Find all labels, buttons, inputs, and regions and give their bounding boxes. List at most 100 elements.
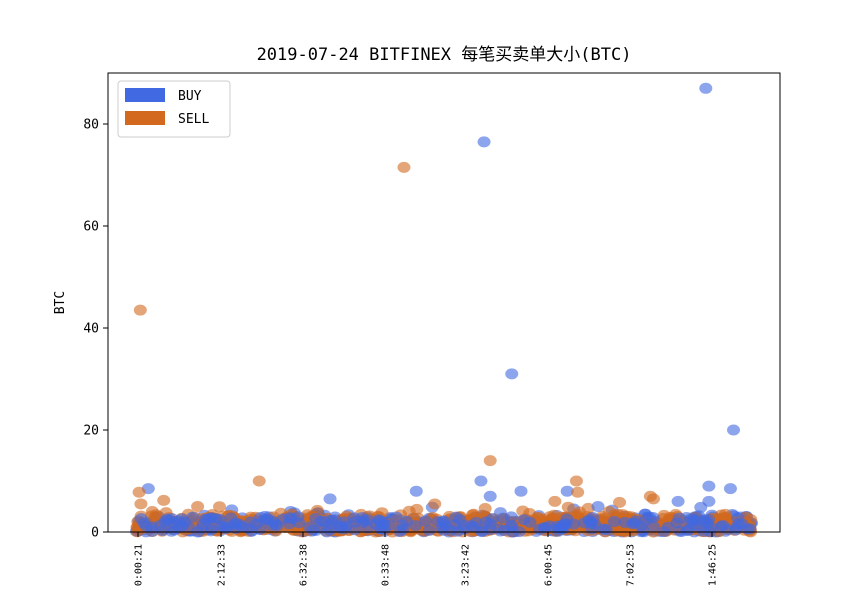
data-point-buy	[607, 515, 621, 527]
data-point-buy	[542, 520, 556, 532]
data-point-buy	[323, 493, 337, 505]
data-point-buy	[585, 523, 599, 535]
data-point-sell	[516, 505, 530, 517]
data-point-buy	[145, 525, 159, 537]
data-point-buy	[372, 514, 386, 526]
data-point-sell	[483, 455, 497, 467]
data-point-sell	[132, 486, 146, 498]
data-point-buy	[291, 511, 305, 523]
data-point-buy	[699, 82, 713, 94]
data-point-sell	[613, 496, 627, 508]
data-point-buy	[705, 522, 719, 534]
data-point-sell	[646, 493, 660, 505]
x-tick-label: 2:12:33	[217, 544, 228, 586]
y-axis: 0 20 40 60 80	[83, 118, 108, 541]
data-point-sell	[134, 498, 148, 510]
data-point-sell	[191, 501, 205, 512]
data-point-buy	[560, 485, 574, 497]
x-tick-label: 0:33:48	[381, 544, 392, 586]
legend-swatch-sell	[125, 111, 165, 125]
legend-label-buy: BUY	[178, 89, 202, 104]
data-point-buy	[257, 514, 271, 526]
data-point-buy	[444, 524, 458, 536]
data-point-sell	[581, 502, 595, 514]
data-point-buy	[399, 515, 413, 527]
y-tick-label: 60	[83, 220, 99, 235]
data-point-buy	[567, 518, 581, 530]
data-point-buy	[702, 480, 716, 492]
data-point-buy	[172, 515, 186, 527]
data-point-buy	[723, 483, 737, 495]
data-point-buy	[475, 525, 489, 537]
data-point-buy	[325, 514, 339, 526]
data-point-buy	[419, 515, 433, 527]
data-point-sell	[133, 304, 147, 316]
data-point-sell	[571, 486, 585, 498]
data-point-buy	[409, 485, 423, 497]
data-point-buy	[483, 490, 497, 502]
data-point-buy	[514, 485, 528, 497]
data-point-sell	[428, 498, 442, 510]
data-point-buy	[504, 521, 518, 533]
data-point-sell	[157, 494, 171, 506]
data-point-sell	[561, 501, 575, 513]
data-point-buy	[217, 521, 231, 533]
data-point-buy	[449, 511, 463, 523]
data-point-buy	[393, 525, 407, 537]
data-point-buy	[234, 521, 248, 533]
data-point-sell	[397, 161, 411, 173]
y-tick-label: 40	[83, 322, 99, 337]
data-point-buy	[479, 516, 493, 528]
data-point-buy	[168, 524, 182, 536]
x-tick-label: 3:23:42	[461, 544, 472, 586]
data-point-buy	[162, 514, 176, 526]
x-tick-label: 7:02:53	[626, 544, 637, 586]
x-tick-label: 6:32:38	[299, 544, 310, 586]
data-point-buy	[672, 512, 686, 524]
x-axis: 0:00:21 2:12:33 6:32:38 0:33:48 3:23:42 6:00:…	[134, 532, 719, 586]
data-point-buy	[597, 523, 611, 535]
data-point-buy	[698, 514, 712, 526]
chart-title: 2019-07-24 BITFINEX 每笔买卖单大小(BTC)	[257, 45, 632, 65]
data-point-buy	[474, 475, 488, 487]
data-point-buy	[505, 368, 519, 380]
data-point-buy	[134, 513, 148, 525]
data-point-buy	[646, 511, 660, 523]
data-point-buy	[582, 514, 596, 526]
data-point-sell	[569, 475, 583, 487]
data-point-buy	[671, 495, 685, 507]
y-tick-label: 80	[83, 118, 99, 133]
y-tick-label: 20	[83, 424, 99, 439]
y-axis-label: BTC	[53, 291, 68, 314]
x-tick-label: 0:00:21	[134, 544, 145, 586]
data-point-buy	[457, 523, 471, 535]
data-point-buy	[735, 518, 749, 530]
data-point-buy	[309, 512, 323, 524]
y-tick-label: 0	[91, 526, 99, 541]
data-point-buy	[306, 524, 320, 536]
data-point-buy	[337, 523, 351, 535]
data-point-buy	[269, 519, 283, 531]
data-point-buy	[504, 511, 518, 523]
data-point-buy	[492, 523, 506, 535]
data-point-sell	[252, 475, 266, 487]
data-point-buy	[422, 524, 436, 536]
data-point-buy	[646, 520, 660, 532]
data-point-buy	[389, 511, 403, 523]
data-point-buy	[348, 516, 362, 528]
data-point-buy	[626, 518, 640, 530]
data-point-sell	[548, 495, 562, 507]
data-point-buy	[702, 495, 716, 507]
data-point-buy	[556, 523, 570, 535]
legend-swatch-buy	[125, 88, 165, 102]
legend-label-sell: SELL	[178, 112, 209, 127]
data-point-buy	[436, 516, 450, 528]
x-tick-label: 1:46:25	[708, 544, 719, 586]
data-point-buy	[361, 522, 375, 534]
data-point-sell	[410, 503, 424, 515]
data-point-buy	[591, 501, 605, 512]
data-point-buy	[680, 524, 694, 536]
data-point-buy	[469, 516, 483, 528]
data-point-sell	[478, 502, 492, 514]
